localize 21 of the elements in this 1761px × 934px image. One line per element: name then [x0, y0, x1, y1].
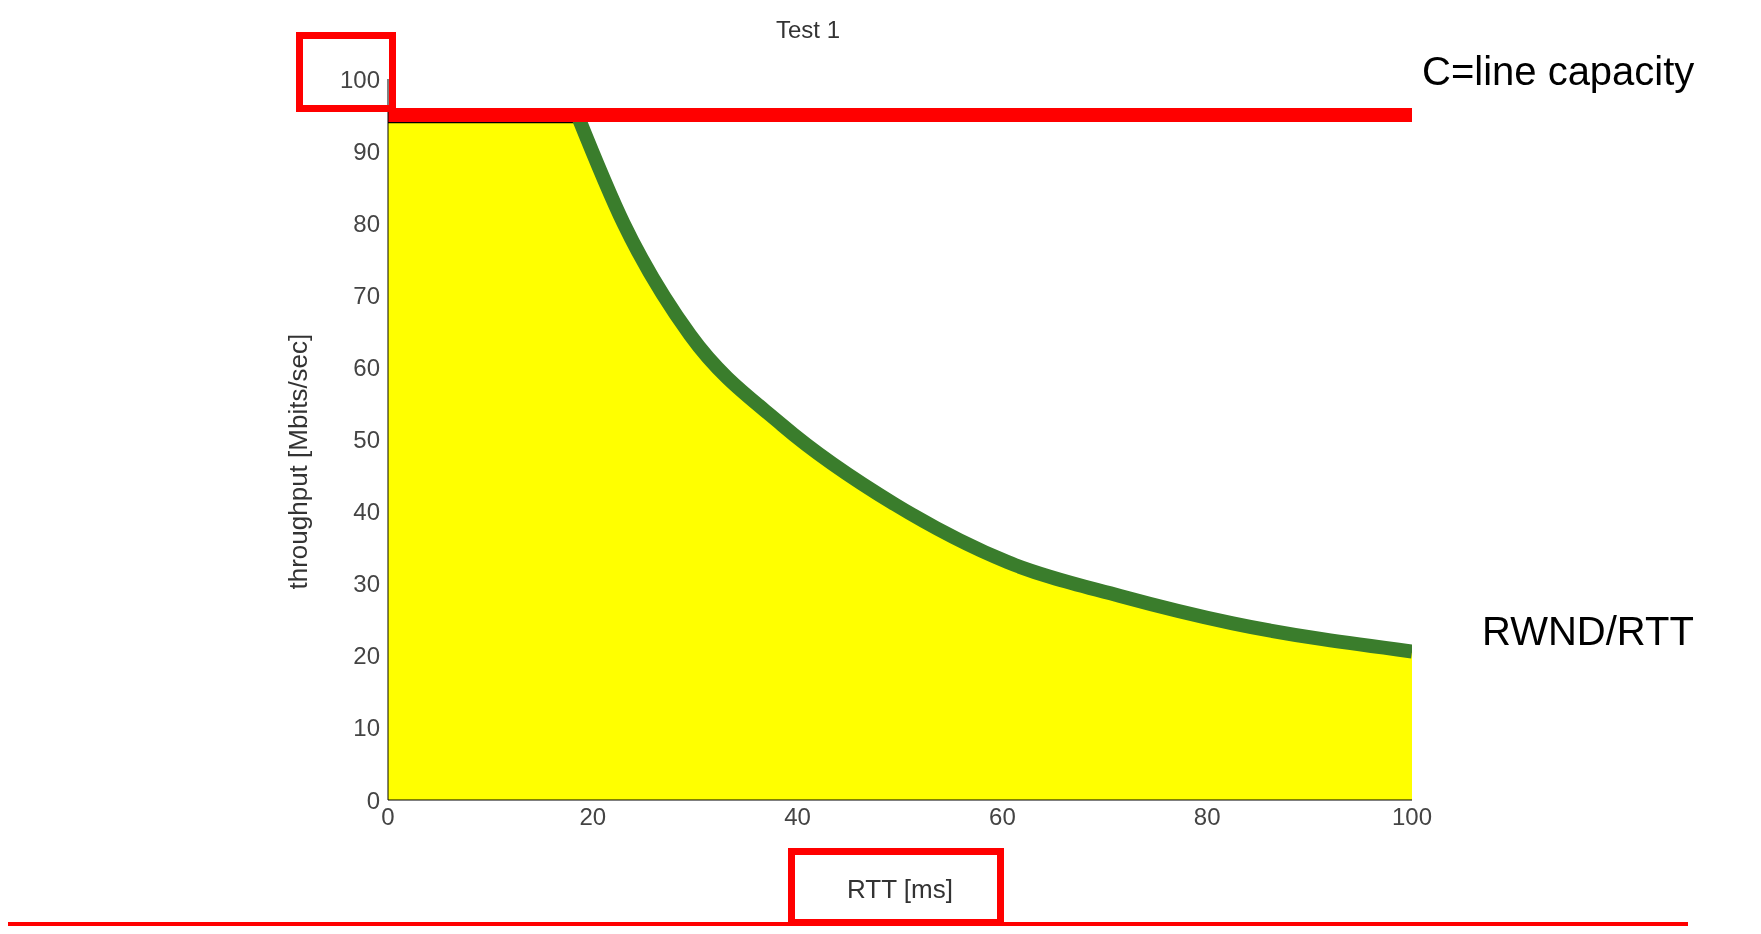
y-tick-label: 80 — [353, 209, 380, 237]
y-tick-label: 10 — [353, 714, 380, 742]
y-tick-label: 100 — [339, 65, 380, 93]
x-axis-title: RTT [ms] — [847, 874, 953, 904]
y-tick-label: 60 — [353, 353, 380, 381]
x-tick-label: 80 — [1193, 803, 1221, 831]
series-label: RWND/RTT — [1482, 609, 1694, 654]
y-tick-label: 50 — [353, 426, 380, 454]
y-tick-label: 40 — [353, 498, 380, 526]
y-tick-label: 20 — [353, 642, 380, 670]
y-tick-label: 70 — [353, 281, 380, 309]
y-tick-label: 0 — [366, 786, 380, 814]
x-tick-label: 40 — [784, 803, 811, 831]
x-tick-label: 100 — [1391, 803, 1433, 831]
x-tick-label: 20 — [579, 803, 607, 831]
chart-title: Test 1 — [775, 16, 841, 43]
x-tick-label: 60 — [989, 803, 1016, 831]
ref-line-label: C=line capacity — [1422, 49, 1695, 94]
y-tick-label: 30 — [353, 570, 380, 598]
y-axis-title: throughput [Mbits/sec] — [283, 333, 314, 590]
y-tick-label: 90 — [353, 137, 380, 165]
